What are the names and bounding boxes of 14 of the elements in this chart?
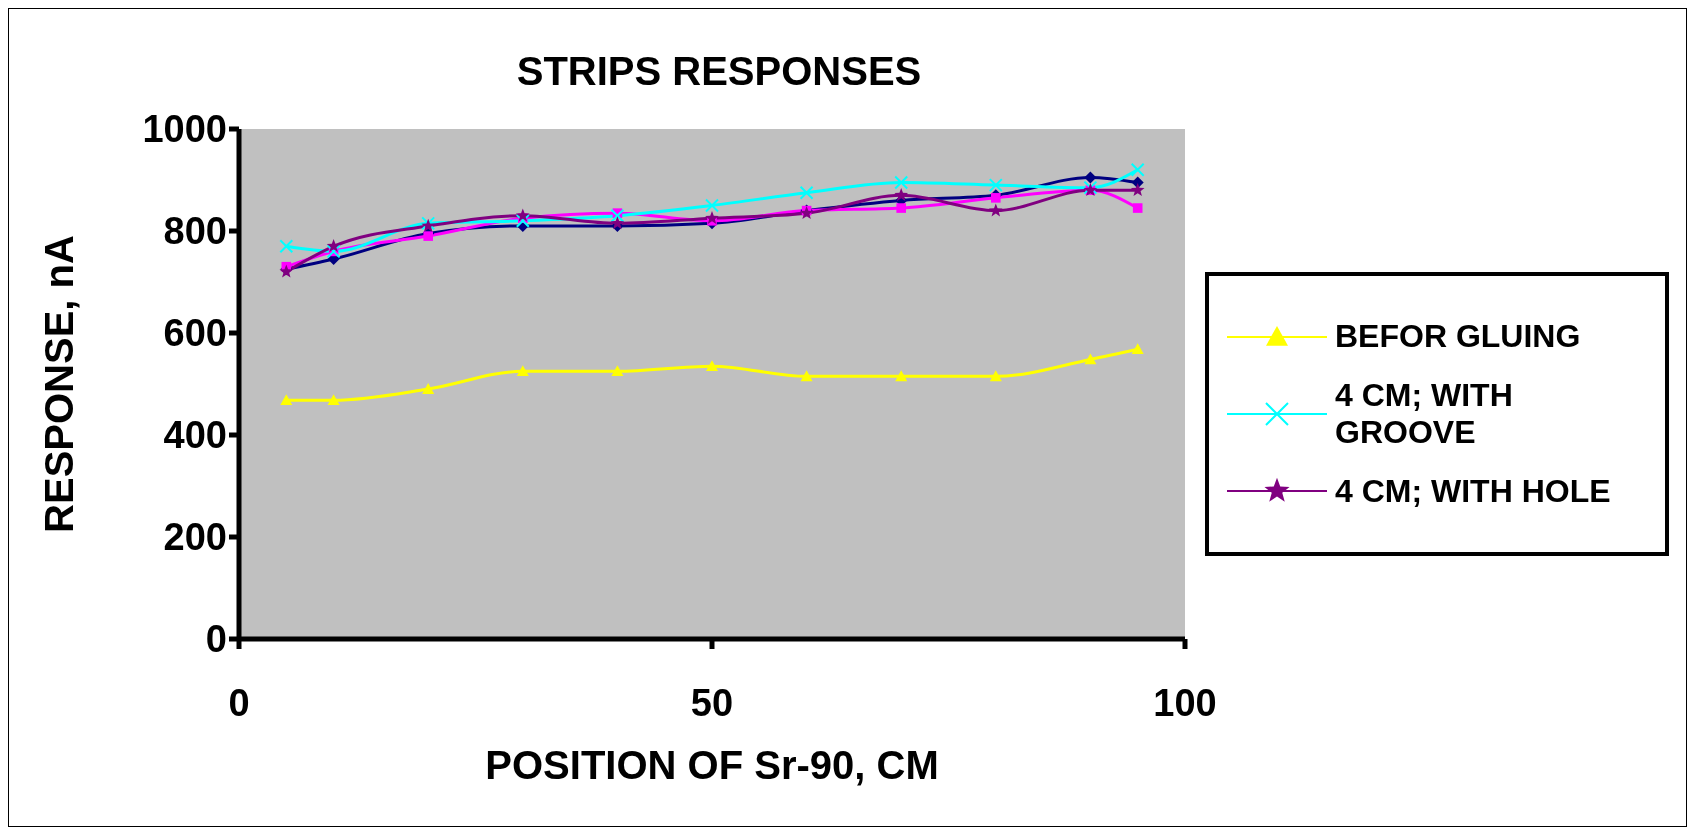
- y-tick-label: 600: [163, 312, 227, 355]
- y-tick-label: 0: [205, 618, 227, 661]
- x-tick-label: 100: [1153, 681, 1217, 724]
- legend-label: BEFOR GLUING: [1335, 318, 1581, 356]
- y-tick-label: 800: [163, 210, 227, 253]
- x-tick-label: 50: [690, 681, 734, 724]
- y-tick-label: 1000: [142, 108, 227, 151]
- y-tick-label: 200: [163, 516, 227, 559]
- y-axis-title: RESPONSE, nA: [37, 235, 82, 533]
- chart-title: STRIPS RESPONSES: [515, 49, 923, 94]
- x-axis-title: POSITION OF Sr-90, CM: [485, 743, 939, 787]
- legend-label: 4 CM; WITH HOLE: [1335, 472, 1611, 510]
- y-tick-label: 400: [163, 414, 227, 457]
- legend-label: 4 CM; WITH GROOVE: [1335, 377, 1514, 451]
